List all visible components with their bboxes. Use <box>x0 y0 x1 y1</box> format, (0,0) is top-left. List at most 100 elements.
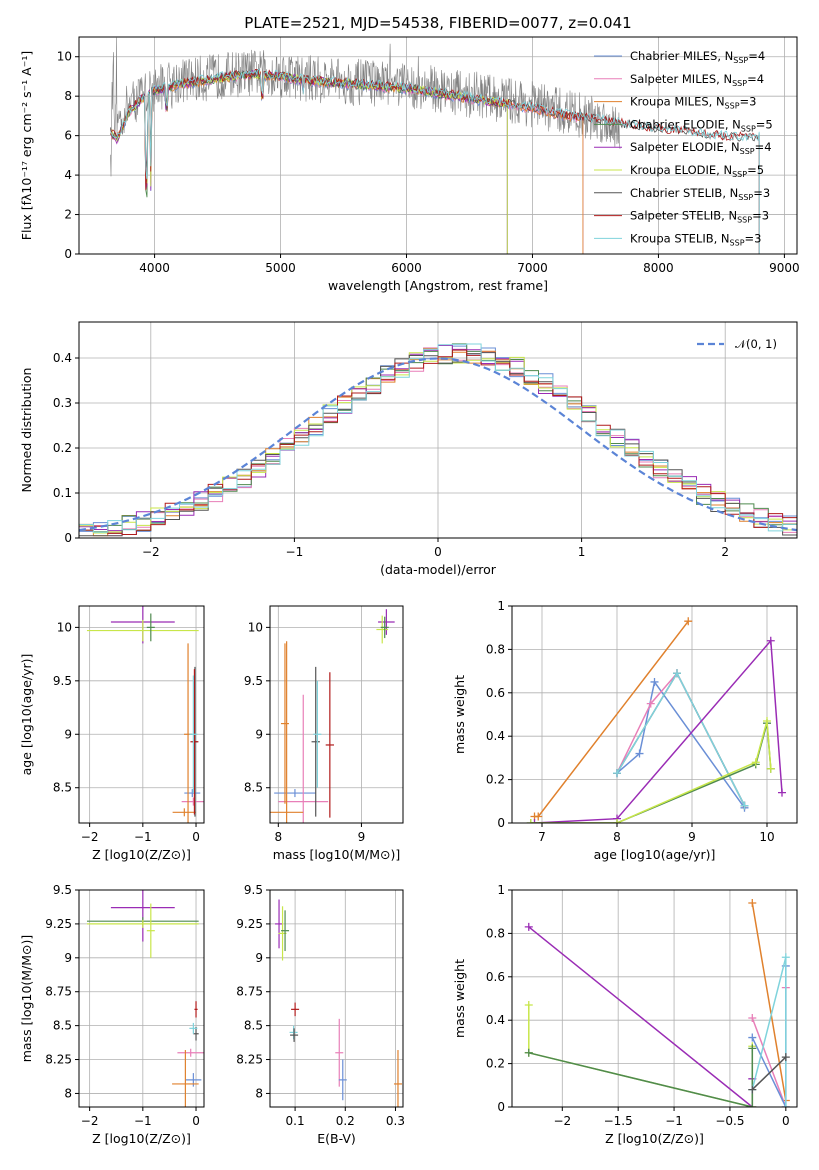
axes-frame <box>78 36 798 255</box>
x-tick-label: −2 <box>553 1114 571 1128</box>
y-tick-label: 9.5 <box>53 883 72 897</box>
histogram-series <box>79 345 797 538</box>
series-marker <box>766 636 775 645</box>
series-marker <box>524 1001 533 1010</box>
figure-title: PLATE=2521, MJD=54538, FIBERID=0077, z=0… <box>244 14 631 32</box>
legend-entry: Salpeter ELODIE, NSSP=4 <box>630 140 772 156</box>
x-tick-label: 0.1 <box>286 1114 305 1128</box>
y-tick-label: 0.2 <box>53 441 72 455</box>
y-tick-label: 8.25 <box>45 1053 72 1067</box>
x-tick-label: 0.3 <box>386 1114 405 1128</box>
data-point <box>376 615 389 644</box>
y-tick-label: 8.75 <box>236 985 263 999</box>
legend-value: =5 <box>756 117 773 131</box>
panel-age-vs-mass: 8 9 8.5 9 9.5 10 mass [log10(M/M⊙)] <box>244 605 404 862</box>
x-tick-label: 8 <box>613 830 621 844</box>
legend: Chabrier MILES, NSSP=4 Salpeter MILES, NS… <box>594 49 773 247</box>
legend-subscript: SSP <box>725 102 740 111</box>
series-kroupa-miles <box>530 617 693 821</box>
x-axis-label: Z [log10(Z/Z⊙)] <box>92 1131 191 1146</box>
x-axis-label: mass [log10(M/M⊙)] <box>273 847 401 862</box>
x-tick-label: 7000 <box>517 261 548 275</box>
x-tick-label: −1 <box>286 545 304 559</box>
data-point <box>338 1059 347 1101</box>
y-tick-label: 9.5 <box>244 883 263 897</box>
y-tick-label: 9 <box>255 727 263 741</box>
legend-subscript: SSP <box>732 170 747 179</box>
series-marker <box>613 769 621 778</box>
data-point <box>325 672 335 818</box>
x-tick-label: 8000 <box>643 261 674 275</box>
data-point <box>185 1073 202 1087</box>
data-point <box>177 1048 204 1057</box>
legend-entry: Kroupa MILES, NSSP=3 <box>630 95 756 111</box>
y-tick-label: 8 <box>64 1086 72 1100</box>
y-tick-label: 0.2 <box>486 1057 505 1071</box>
series-marker <box>763 717 771 726</box>
x-tick-label: 9 <box>358 830 366 844</box>
x-tick-label: 2 <box>721 545 729 559</box>
series-chabrier-stelib <box>748 1053 790 1094</box>
y-tick-label: 9.25 <box>236 917 263 931</box>
x-tick-label: 0 <box>434 545 442 559</box>
y-tick-label: 0.2 <box>486 773 505 787</box>
series-line <box>751 966 787 1107</box>
y-tick-label: 8 <box>255 1086 263 1100</box>
legend-subscript: SSP <box>737 216 752 225</box>
model-spectrum <box>110 70 508 254</box>
series-chabrier-elodie <box>526 719 775 823</box>
series-marker <box>613 819 621 823</box>
series-marker <box>748 1044 757 1053</box>
plot-area <box>110 37 760 254</box>
x-tick-label: 0 <box>192 830 200 844</box>
grid <box>270 606 403 823</box>
grid <box>79 606 204 823</box>
data-point <box>335 1018 344 1087</box>
legend: 𝒩(0, 1) <box>697 337 777 351</box>
legend-value: =5 <box>747 163 764 177</box>
data-point <box>278 694 329 823</box>
series-marker <box>684 617 693 626</box>
legend-value: =3 <box>753 186 770 200</box>
y-tick-label: 0.6 <box>486 686 505 700</box>
legend-entry: Chabrier STELIB, NSSP=3 <box>630 186 770 202</box>
series-marker <box>748 1033 757 1042</box>
x-axis-label: (data-model)/error <box>380 562 497 577</box>
x-tick-label: −2 <box>142 545 160 559</box>
data-point <box>380 616 389 639</box>
x-tick-label: 1 <box>578 545 586 559</box>
y-axis-label: Normed distribution <box>19 368 34 493</box>
data-point <box>280 643 289 804</box>
series-marker <box>673 669 681 678</box>
model-spectrum <box>110 70 508 254</box>
legend-entry: Kroupa ELODIE, NSSP=5 <box>630 163 764 179</box>
series-marker <box>635 749 644 758</box>
legend-entry: Chabrier ELODIE, NSSP=5 <box>630 117 773 133</box>
y-tick-label: 8.5 <box>53 1019 72 1033</box>
y-tick-label: 9.5 <box>244 674 263 688</box>
x-tick-label: 4000 <box>139 261 170 275</box>
x-tick-label: 6000 <box>391 261 422 275</box>
series-line <box>534 620 689 818</box>
panel-mass-weight-vs-age: 7 8 9 10 0 0.2 0.4 0.6 0.8 1 age [log10(age/yr)] ma… <box>452 599 798 862</box>
legend-subscript: SSP <box>730 238 745 247</box>
series-marker <box>781 1053 790 1062</box>
legend-entry: 𝒩(0, 1) <box>735 337 777 351</box>
x-tick-label: −1.5 <box>604 1114 633 1128</box>
data-point <box>146 613 155 642</box>
series-marker <box>534 812 543 821</box>
y-tick-label: 0.1 <box>53 486 72 500</box>
series-chabrier-elodie <box>524 1044 757 1107</box>
y-axis-label: age [log10(age/yr)] <box>19 654 34 776</box>
series-marker <box>526 819 535 823</box>
data-point <box>378 609 395 635</box>
series-marker <box>740 801 749 810</box>
y-tick-label: 0.4 <box>486 1013 505 1027</box>
data-point <box>194 1001 198 1018</box>
x-tick-label: 0 <box>782 1114 790 1128</box>
data-point <box>86 619 199 642</box>
y-tick-label: 10 <box>57 50 72 64</box>
plot-area <box>86 890 204 1107</box>
panel-spectrum: 4000 5000 6000 7000 8000 9000 0 2 4 6 8 10 wavelengt… <box>19 36 800 293</box>
series-kroupa-elodie <box>526 717 775 823</box>
